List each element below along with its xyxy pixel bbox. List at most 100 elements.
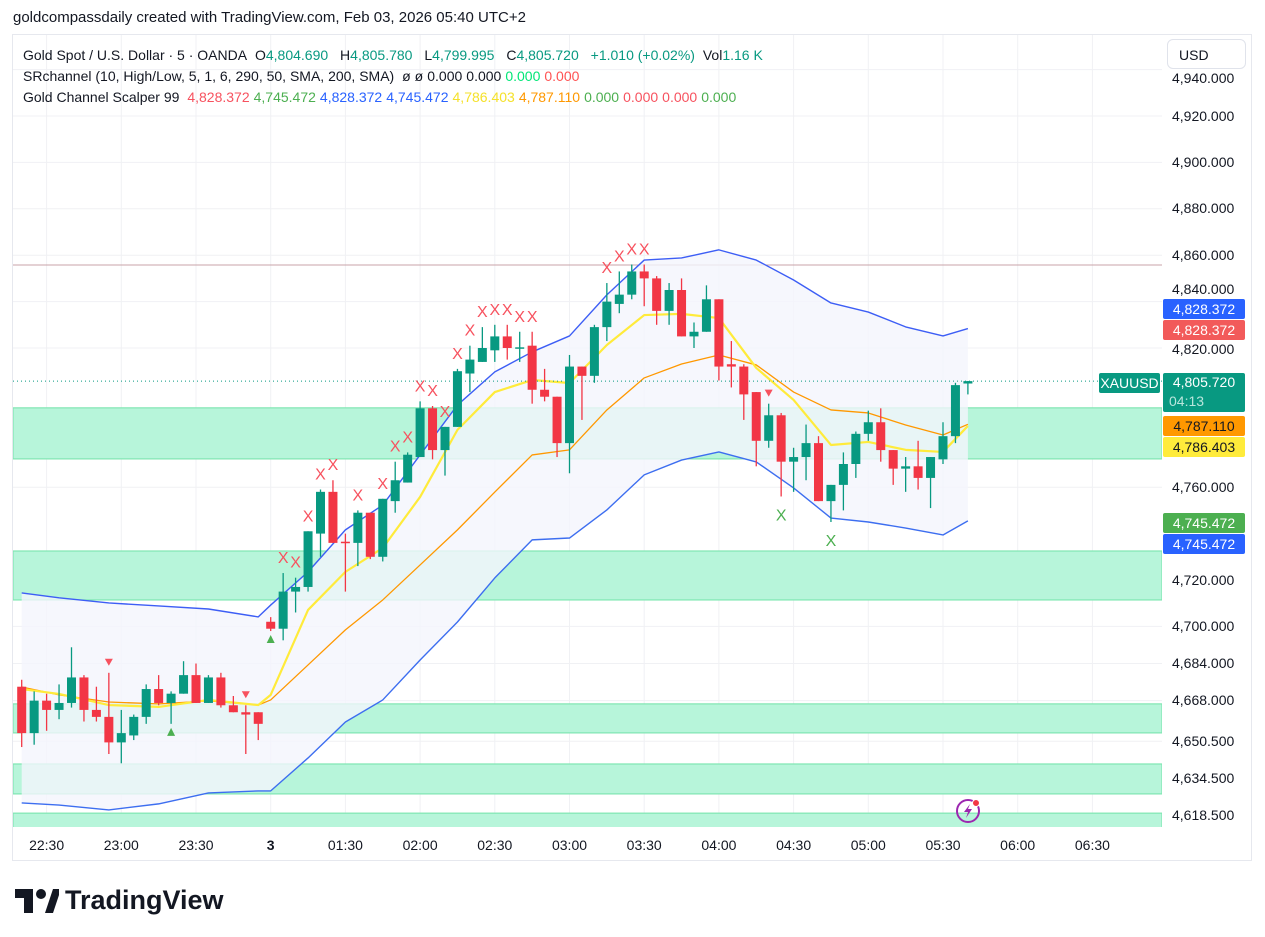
lower-band-blue-tag: 4,745.472 bbox=[1163, 534, 1245, 554]
candle bbox=[627, 264, 637, 300]
candle-body bbox=[739, 366, 749, 395]
candle bbox=[776, 412, 786, 497]
sell-x-marker: X bbox=[290, 555, 301, 572]
price-change: +1.010 (+0.02%) bbox=[590, 47, 695, 63]
scalper-value: 4,828.372 bbox=[319, 89, 383, 105]
candle bbox=[726, 341, 736, 388]
sell-x-marker: X bbox=[390, 439, 401, 456]
candle-body bbox=[104, 716, 114, 743]
price-tick-label: 4,760.000 bbox=[1172, 478, 1235, 495]
sell-x-marker: X bbox=[514, 309, 525, 326]
candle bbox=[552, 396, 562, 458]
scalper-value: 0.000 bbox=[584, 89, 620, 105]
legend-srchannel[interactable]: SRchannel (10, High/Low, 5, 1, 6, 290, 5… bbox=[23, 66, 771, 87]
up-triangle-marker bbox=[266, 635, 275, 644]
candle bbox=[926, 457, 936, 509]
orange-line-tag: 4,787.110 bbox=[1163, 416, 1245, 436]
scalper-value: 4,786.403 bbox=[452, 89, 515, 105]
time-tick-label: 06:00 bbox=[1000, 837, 1036, 853]
srchannel-value: 0.000 bbox=[505, 68, 541, 84]
candle-body bbox=[851, 433, 861, 464]
candle-body bbox=[664, 290, 674, 311]
price-tick-label: 4,920.000 bbox=[1172, 107, 1235, 124]
candles bbox=[17, 264, 973, 764]
upper-band-line bbox=[21, 249, 969, 618]
candle bbox=[141, 684, 151, 724]
candle bbox=[179, 661, 189, 694]
srchannel-value: 0.000 bbox=[427, 68, 463, 84]
last-price: 4,805.720 bbox=[1172, 374, 1236, 390]
candle bbox=[452, 368, 462, 427]
lightning-icon[interactable] bbox=[955, 797, 983, 825]
candle-body bbox=[129, 716, 139, 736]
candle-body bbox=[228, 705, 238, 713]
candle-body bbox=[365, 512, 375, 557]
candle bbox=[29, 691, 39, 745]
candle bbox=[67, 647, 76, 708]
candle bbox=[876, 408, 886, 462]
lower-band-line bbox=[21, 451, 969, 811]
candle-body bbox=[79, 677, 89, 710]
tradingview-logo[interactable]: TradingView bbox=[15, 885, 224, 916]
candle bbox=[154, 675, 164, 706]
legend-gold-channel-scalper[interactable]: Gold Channel Scalper 99 4,828.372 4,745.4… bbox=[23, 87, 771, 108]
scalper-value: 0.000 bbox=[701, 89, 737, 105]
price-tick-label: 4,668.000 bbox=[1172, 692, 1235, 709]
scalper-value: 4,745.472 bbox=[253, 89, 316, 105]
candle-body bbox=[652, 278, 662, 311]
scalper-value: 4,787.110 bbox=[518, 89, 581, 105]
candle bbox=[465, 345, 475, 393]
candle bbox=[378, 498, 388, 562]
candle bbox=[79, 675, 89, 722]
candle-body bbox=[490, 336, 500, 351]
candle bbox=[801, 424, 811, 481]
candle bbox=[863, 410, 873, 441]
candle bbox=[490, 324, 500, 362]
srchannel-value: ø bbox=[414, 68, 424, 84]
down-triangle-marker bbox=[241, 691, 250, 699]
sell-x-marker: X bbox=[502, 302, 513, 319]
candle bbox=[652, 276, 662, 325]
candle bbox=[677, 278, 687, 337]
time-tick-label: 05:30 bbox=[925, 837, 961, 853]
srchannel-title: SRchannel (10, High/Low, 5, 1, 6, 290, 5… bbox=[23, 68, 395, 84]
price-tick-label: 4,900.000 bbox=[1172, 153, 1235, 170]
candle bbox=[938, 422, 948, 464]
legend-symbol[interactable]: Gold Spot / U.S. Dollar · 5 · OANDA O4,8… bbox=[23, 45, 771, 66]
candle-body bbox=[527, 345, 537, 390]
currency-button[interactable]: USD bbox=[1167, 39, 1246, 69]
sell-x-marker: X bbox=[639, 241, 650, 258]
candle bbox=[838, 452, 848, 511]
time-tick-label: 02:00 bbox=[402, 837, 438, 853]
candle bbox=[577, 366, 587, 420]
candle-body bbox=[316, 491, 325, 534]
srchannel-value: ø bbox=[402, 68, 411, 84]
sell-x-marker: X bbox=[315, 467, 326, 484]
price-tick-label: 4,840.000 bbox=[1172, 281, 1235, 297]
time-tick-label: 3 bbox=[266, 837, 275, 853]
candle-body bbox=[963, 381, 973, 384]
candle bbox=[714, 299, 724, 381]
upper-band-red-tag: 4,828.372 bbox=[1163, 320, 1245, 340]
volume: Vol1.16 K bbox=[702, 47, 763, 63]
candle-body bbox=[428, 408, 438, 451]
candle-body bbox=[440, 426, 450, 451]
price-tick-label: 4,618.500 bbox=[1172, 806, 1235, 823]
candle bbox=[129, 714, 139, 741]
candle bbox=[166, 691, 176, 724]
candle-body bbox=[54, 702, 64, 710]
candle-body bbox=[378, 498, 388, 557]
price-tick-label: 4,650.500 bbox=[1172, 732, 1235, 749]
time-tick-label: 03:00 bbox=[551, 837, 588, 853]
last-price-tag: 4,805.720 04:13 bbox=[1163, 373, 1245, 412]
candle-body bbox=[154, 689, 164, 703]
candle-body bbox=[627, 271, 637, 295]
candle-body bbox=[340, 541, 350, 544]
candle bbox=[851, 431, 861, 478]
time-tick-label: 06:30 bbox=[1074, 837, 1110, 853]
sell-x-marker: X bbox=[278, 550, 289, 567]
candle bbox=[565, 354, 574, 474]
sell-x-marker: X bbox=[602, 260, 613, 277]
candle-body bbox=[789, 457, 799, 462]
